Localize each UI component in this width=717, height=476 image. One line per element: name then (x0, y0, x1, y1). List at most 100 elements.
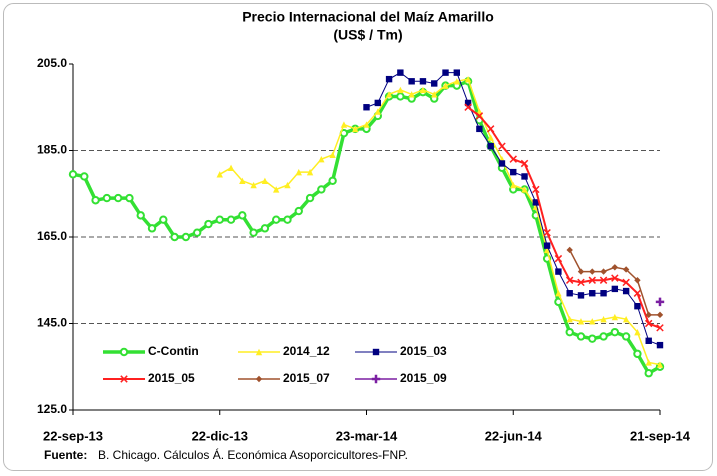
point (634, 328, 641, 336)
point (600, 290, 607, 297)
point (453, 69, 461, 76)
point (611, 274, 619, 282)
point (487, 142, 494, 150)
point (476, 108, 483, 115)
point (633, 349, 642, 358)
point (521, 173, 528, 180)
point (419, 78, 427, 85)
point (600, 315, 607, 323)
y-tick-label: 185.0 (37, 143, 67, 157)
point (656, 324, 664, 332)
point (113, 193, 123, 203)
point (215, 215, 224, 224)
x-tick-label: 23-mar-14 (336, 428, 398, 443)
point (543, 228, 551, 237)
legend-label: 2015_09 (400, 371, 447, 385)
point (397, 69, 404, 76)
point (396, 92, 405, 101)
point (633, 289, 642, 297)
point (566, 290, 573, 297)
point (453, 78, 461, 85)
point (611, 313, 619, 321)
point (588, 276, 596, 284)
point (589, 268, 596, 275)
point (600, 268, 607, 275)
point (385, 75, 393, 83)
point (261, 177, 269, 184)
point (622, 315, 630, 323)
point (498, 160, 506, 167)
source-label: Fuente: (44, 448, 87, 462)
point (599, 276, 608, 284)
legend-label: 2014_12 (283, 344, 330, 358)
point (611, 285, 619, 293)
point (510, 181, 517, 189)
point (68, 170, 78, 179)
legend-marker (371, 374, 381, 384)
point (239, 177, 246, 184)
point (283, 215, 292, 224)
legend-label: 2015_05 (148, 371, 195, 385)
point (543, 246, 551, 254)
point (306, 168, 314, 176)
point (181, 232, 191, 242)
point (352, 125, 359, 133)
point (486, 125, 495, 133)
point (317, 185, 326, 194)
point (610, 327, 620, 337)
point (204, 219, 213, 229)
point (249, 228, 258, 237)
x-tick-label: 21-sep-14 (630, 428, 691, 443)
point (284, 181, 291, 189)
point (520, 159, 529, 168)
legend-label: 2015_07 (283, 371, 330, 385)
point (644, 319, 653, 328)
point (645, 337, 652, 344)
point (577, 278, 585, 287)
y-tick-label: 125.0 (37, 402, 67, 416)
point (543, 242, 551, 249)
point (634, 303, 641, 310)
point (589, 290, 596, 297)
point (656, 361, 664, 368)
point (487, 134, 494, 141)
point (102, 193, 112, 203)
chart-title: Precio Internacional del Maíz Amarillo (242, 9, 494, 25)
point (611, 264, 619, 271)
point (340, 121, 348, 128)
point (622, 287, 630, 295)
point (621, 332, 631, 341)
point (295, 168, 302, 176)
point (577, 268, 585, 275)
point (589, 318, 596, 325)
legend-marker (119, 347, 129, 357)
point (656, 311, 664, 319)
point (442, 69, 449, 76)
point (645, 359, 652, 366)
x-tick-label: 22-dic-13 (192, 428, 248, 443)
point (272, 186, 280, 193)
point (170, 232, 179, 242)
point (576, 332, 586, 341)
point (510, 168, 517, 176)
point (159, 215, 168, 224)
point (655, 297, 665, 307)
point (566, 315, 573, 323)
point (238, 211, 247, 220)
y-tick-label: 165.0 (37, 229, 67, 243)
point (588, 334, 597, 343)
point (464, 99, 472, 107)
point (419, 86, 427, 94)
point (475, 112, 484, 120)
point (464, 75, 472, 83)
point (554, 254, 563, 263)
legend-marker (255, 348, 263, 356)
point (565, 327, 574, 337)
point (509, 155, 517, 163)
point (408, 78, 415, 85)
point (385, 91, 393, 98)
point (622, 266, 630, 273)
x-tick-label: 22-sep-13 (43, 428, 103, 443)
point (305, 193, 315, 203)
